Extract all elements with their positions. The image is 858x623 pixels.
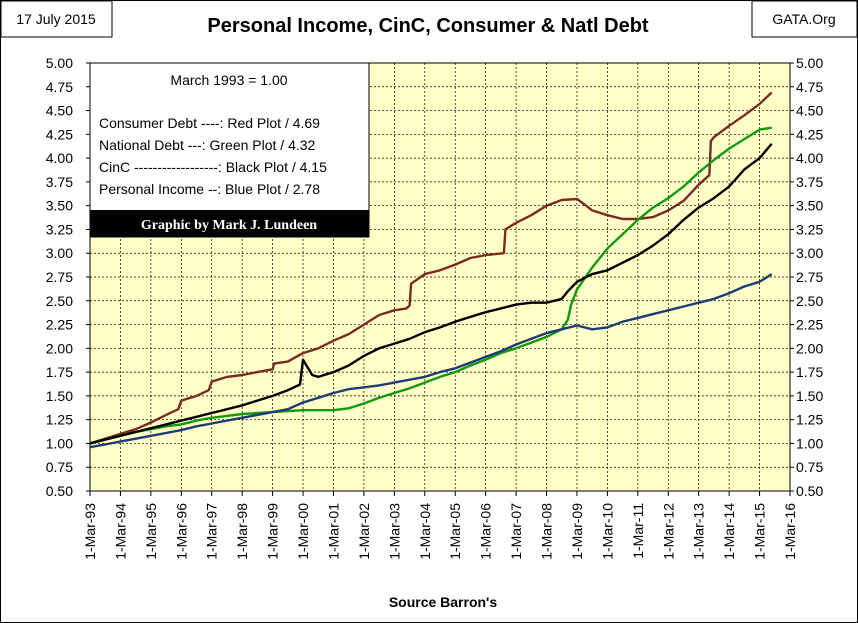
x-tick-label: 1-Mar-93 (82, 503, 98, 560)
x-tick-label: 1-Mar-05 (447, 503, 463, 560)
y-tick-label-right: 4.50 (796, 103, 823, 119)
y-axis-left: 0.50 0.75 1.00 1.25 1.50 1.75 2.00 2.25 2.50 2.75… (46, 55, 90, 499)
x-tick-label: 1-Mar-03 (386, 503, 402, 560)
y-tick-label-right: 2.00 (796, 340, 823, 356)
x-tick-label: 1-Mar-04 (417, 503, 433, 560)
x-tick-label: 1-Mar-94 (112, 503, 128, 560)
x-tick-label: 1-Mar-10 (599, 503, 615, 560)
y-tick-label-left: 0.50 (46, 483, 73, 499)
y-tick-label-right: 3.25 (796, 221, 823, 237)
source-tag: GATA.Org (772, 11, 835, 27)
y-tick-label-left: 4.75 (46, 79, 73, 95)
x-tick-label: 1-Mar-99 (265, 503, 281, 560)
series-line-cinc (89, 143, 773, 445)
series-line-personal-income (89, 273, 773, 449)
x-axis: 1-Mar-93 1-Mar-94 1-Mar-95 1-Mar-96 1-Mar-97… (82, 491, 798, 560)
y-tick-label-left: 2.50 (46, 293, 73, 309)
series-line-consumer-debt (89, 91, 773, 445)
y-tick-label-right: 0.50 (796, 483, 823, 499)
source-tag-box (751, 0, 858, 38)
y-tick-label-right: 3.00 (796, 245, 823, 261)
y-tick-label-left: 4.50 (46, 103, 73, 119)
x-tick-label: 1-Mar-07 (508, 503, 524, 560)
x-tick-label: 1-Mar-02 (356, 503, 372, 560)
y-tick-label-left: 1.25 (46, 412, 73, 428)
y-axis-right: 0.50 0.75 1.00 1.25 1.50 1.75 2.00 2.25 2.50 2.75… (790, 55, 823, 499)
y-tick-label-left: 5.00 (46, 55, 73, 71)
chart-title: Personal Income, CinC, Consumer & Natl D… (207, 15, 649, 37)
y-tick-label-left: 3.75 (46, 174, 73, 190)
date-label-box (0, 0, 113, 38)
x-axis-title: Source Barron's (389, 594, 498, 610)
legend-box (89, 62, 370, 238)
y-tick-label-right: 2.50 (796, 293, 823, 309)
legend-entry-cinc: CinC ------------------: Black Plot / 4.… (99, 159, 327, 175)
y-tick-label-right: 1.50 (796, 388, 823, 404)
y-tick-label-right: 1.75 (796, 364, 823, 380)
y-tick-label-left: 3.50 (46, 198, 73, 214)
legend-base-note: March 1993 = 1.00 (170, 72, 287, 88)
x-tick-label: 1-Mar-11 (630, 503, 646, 559)
y-tick-label-right: 1.25 (796, 412, 823, 428)
x-tick-label: 1-Mar-01 (325, 503, 341, 560)
y-tick-label-left: 2.75 (46, 269, 73, 285)
y-tick-label-left: 4.25 (46, 126, 73, 142)
x-tick-label: 1-Mar-06 (478, 503, 494, 560)
y-tick-label-left: 3.00 (46, 245, 73, 261)
legend-entry-national-debt: National Debt ---: Green Plot / 4.32 (99, 137, 316, 153)
credit-banner (90, 210, 369, 237)
y-tick-label-left: 4.00 (46, 150, 73, 166)
x-tick-label: 1-Mar-14 (721, 503, 737, 560)
y-tick-label-left: 2.00 (46, 340, 73, 356)
series-lines (89, 91, 773, 449)
y-tick-label-left: 1.75 (46, 364, 73, 380)
y-tick-label-left: 1.50 (46, 388, 73, 404)
x-tick-label: 1-Mar-15 (752, 503, 768, 560)
y-tick-label-left: 0.75 (46, 459, 73, 475)
y-tick-label-right: 3.50 (796, 198, 823, 214)
series-line-national-debt (89, 126, 772, 445)
y-tick-label-right: 5.00 (796, 55, 823, 71)
x-tick-label: 1-Mar-09 (569, 503, 585, 560)
y-tick-label-left: 3.25 (46, 221, 73, 237)
x-tick-label: 1-Mar-98 (234, 503, 250, 560)
x-tick-label: 1-Mar-97 (204, 503, 220, 560)
credit-text: Graphic by Mark J. Lundeen (141, 218, 317, 233)
x-tick-label: 1-Mar-95 (143, 503, 159, 560)
y-tick-label-right: 2.75 (796, 269, 823, 285)
y-tick-label-right: 4.25 (796, 126, 823, 142)
y-tick-label-right: 0.75 (796, 459, 823, 475)
legend-entry-personal-income: Personal Income --: Blue Plot / 2.78 (99, 181, 320, 197)
x-tick-label: 1-Mar-96 (173, 503, 189, 560)
y-tick-label-left: 2.25 (46, 317, 73, 333)
y-tick-label-right: 3.75 (796, 174, 823, 190)
x-tick-label: 1-Mar-08 (539, 503, 555, 560)
y-tick-label-left: 1.00 (46, 435, 73, 451)
y-tick-label-right: 4.75 (796, 79, 823, 95)
y-tick-label-right: 1.00 (796, 435, 823, 451)
x-tick-label: 1-Mar-00 (295, 503, 311, 560)
y-tick-label-right: 4.00 (796, 150, 823, 166)
legend: March 1993 = 1.00 Consumer Debt ----: Re… (89, 62, 370, 238)
y-tick-label-right: 2.25 (796, 317, 823, 333)
x-tick-label: 1-Mar-12 (660, 503, 676, 560)
x-tick-label: 1-Mar-13 (691, 503, 707, 560)
x-tick-label: 1-Mar-16 (782, 503, 798, 560)
legend-entry-consumer-debt: Consumer Debt ----: Red Plot / 4.69 (99, 115, 320, 131)
date-label: 17 July 2015 (16, 11, 96, 27)
